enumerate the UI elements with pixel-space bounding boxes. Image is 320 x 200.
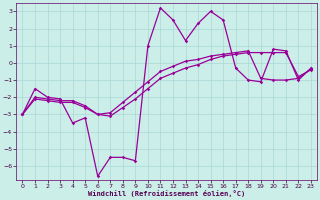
X-axis label: Windchill (Refroidissement éolien,°C): Windchill (Refroidissement éolien,°C) (88, 190, 245, 197)
